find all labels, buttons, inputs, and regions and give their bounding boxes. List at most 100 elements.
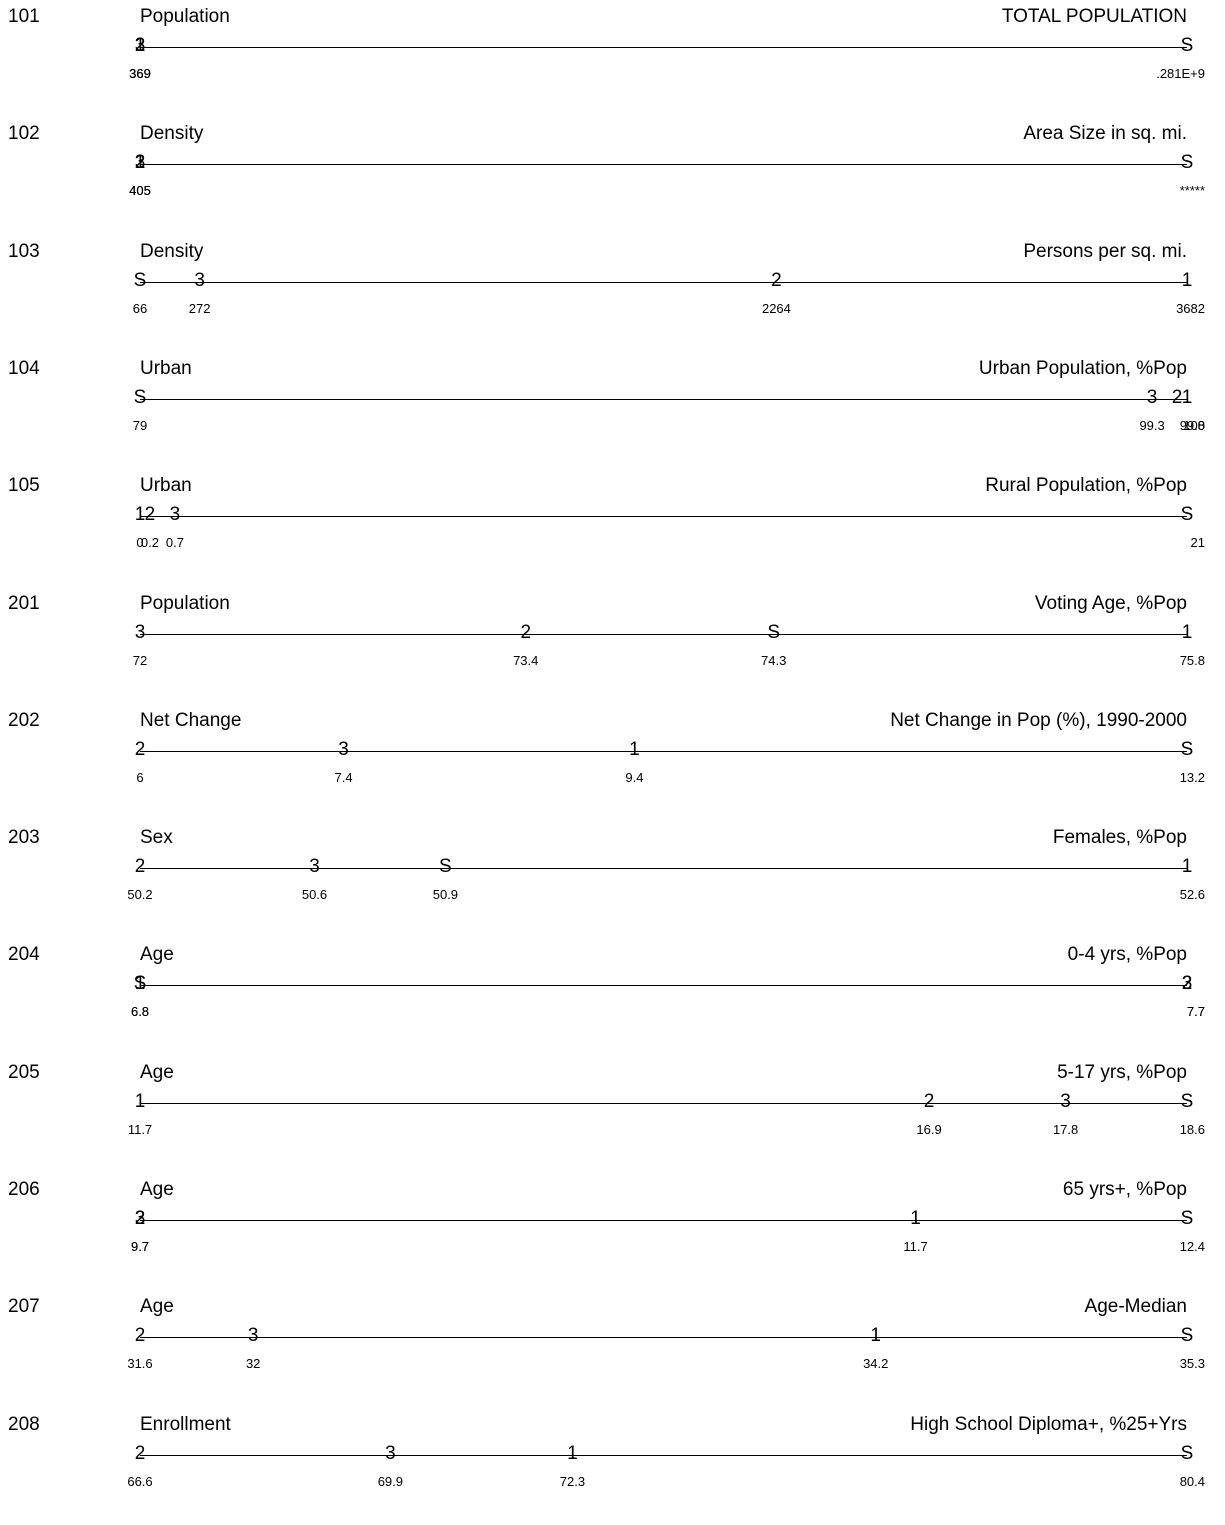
point-value-label: 100	[1183, 417, 1205, 433]
point-value-label: 369	[129, 66, 151, 81]
point-value-label: 80.4	[1179, 1473, 1205, 1489]
point-marker: S	[1180, 1442, 1194, 1464]
point-marker: 2	[134, 738, 146, 760]
row-axis-line	[140, 633, 1187, 635]
row-variable-label: 5-17 yrs, %Pop	[1057, 1061, 1187, 1083]
point-marker: S	[1180, 152, 1194, 174]
row-code: 207	[8, 1296, 40, 1318]
point-value-label: 2264	[761, 300, 791, 316]
point-marker: 2	[134, 152, 146, 174]
point-marker: S	[1180, 1090, 1194, 1112]
point-marker: 1	[910, 1208, 921, 1229]
row-code: 206	[8, 1179, 40, 1200]
strip-row: 206 Age 65 yrs+, %Pop 2 9.7 3 9.7 1 11.7 S 12.4	[0, 1173, 1225, 1290]
strip-row: 104 Urban Urban Population, %Pop S 79 3 99.3 2 9…	[0, 352, 1225, 469]
row-group-label: Enrollment	[140, 1413, 231, 1435]
point-marker: S	[133, 386, 147, 408]
row-axis-line	[140, 1454, 1187, 1456]
point-marker: 2	[144, 504, 156, 526]
point-marker: 1	[1181, 269, 1193, 291]
point-value-label: 50.2	[127, 887, 153, 903]
point-marker: 2	[134, 1442, 146, 1464]
point-marker: 3	[134, 621, 146, 643]
point-marker: S	[133, 973, 147, 995]
point-value-label: 405	[129, 183, 151, 199]
row-code: 102	[8, 123, 40, 145]
row-variable-label: Net Change in Pop (%), 1990-2000	[890, 709, 1187, 731]
point-marker: 1	[1181, 621, 1193, 643]
point-marker: 3	[134, 1208, 146, 1229]
row-axis-line	[140, 985, 1187, 987]
row-code: 202	[8, 709, 40, 731]
point-value-label: 7.7	[1186, 1004, 1205, 1020]
strip-row: 207 Age Age-Median 2 31.6 3 32 1 34.2 S 35.3	[0, 1290, 1225, 1407]
row-group-label: Age	[140, 944, 174, 966]
point-value-label: 73.4	[513, 652, 539, 668]
point-marker: S	[439, 856, 452, 878]
row-variable-label: Area Size in sq. mi.	[1023, 123, 1187, 145]
point-value-label: 99.3	[1139, 417, 1165, 433]
point-marker: 1	[1181, 386, 1193, 408]
strip-row: 101 Population TOTAL POPULATION 2 369 1 369 3 36…	[0, 0, 1225, 117]
row-code: 205	[8, 1061, 40, 1083]
point-marker: 3	[1181, 973, 1193, 995]
row-group-label: Age	[140, 1061, 174, 1083]
point-marker: 3	[247, 1325, 259, 1347]
point-value-label: 6.8	[130, 1004, 150, 1020]
row-axis-line	[140, 750, 1187, 752]
point-value-label: 0	[136, 535, 144, 551]
row-axis-line	[140, 1337, 1187, 1339]
row-code: 208	[8, 1413, 40, 1435]
point-value-label: 18.6	[1179, 1121, 1205, 1137]
row-axis-line	[140, 868, 1187, 870]
row-variable-label: Urban Population, %Pop	[978, 357, 1187, 379]
row-code: 201	[8, 592, 40, 614]
point-marker: 2	[520, 621, 532, 643]
point-value-label: 31.6	[127, 1356, 153, 1372]
row-group-label: Age	[140, 1179, 174, 1200]
strip-row: 201 Population Voting Age, %Pop 3 72 2 73.4 S 74…	[0, 587, 1225, 704]
point-value-label: 17.8	[1052, 1121, 1079, 1137]
point-marker: 1	[567, 1442, 578, 1464]
point-marker: S	[767, 621, 781, 643]
row-group-label: Urban	[140, 475, 192, 497]
point-marker: 1	[870, 1325, 882, 1347]
point-value-label: 99.8	[1179, 417, 1205, 433]
row-group-label: Sex	[140, 827, 173, 849]
point-marker: S	[1180, 738, 1194, 760]
point-marker: 3	[1146, 386, 1158, 408]
row-variable-label: Females, %Pop	[1052, 827, 1187, 849]
point-marker: S	[1180, 35, 1194, 56]
row-variable-label: Rural Population, %Pop	[985, 475, 1187, 497]
point-value-label: 66.6	[127, 1473, 153, 1489]
point-value-label: 7.7	[1186, 1004, 1205, 1020]
point-value-label: 6	[136, 769, 144, 785]
row-variable-label: Persons per sq. mi.	[1023, 240, 1187, 262]
row-code: 103	[8, 240, 40, 262]
point-value-label: 12.4	[1179, 1239, 1205, 1254]
point-marker: 2	[134, 35, 146, 56]
row-code: 101	[8, 6, 40, 27]
point-marker: 2	[1171, 386, 1183, 408]
point-marker: 3	[134, 35, 146, 56]
point-marker: 2	[134, 1208, 146, 1229]
strip-row: 102 Density Area Size in sq. mi. 1 405 2 405 3 4…	[0, 117, 1225, 234]
point-value-label: 9.4	[625, 769, 644, 785]
point-value-label: 69.9	[377, 1473, 404, 1489]
strip-row: 208 Enrollment High School Diploma+, %25+Y…	[0, 1408, 1225, 1525]
point-marker: 2	[923, 1090, 935, 1112]
point-value-label: 6.8	[130, 1004, 150, 1020]
point-marker: 2	[771, 269, 782, 291]
point-value-label: 11.7	[127, 1121, 153, 1137]
row-variable-label: TOTAL POPULATION	[1001, 6, 1187, 27]
row-variable-label: Voting Age, %Pop	[1034, 592, 1187, 614]
point-marker: 3	[1060, 1090, 1071, 1112]
point-value-label: 9.7	[130, 1239, 150, 1254]
point-marker: 1	[629, 738, 640, 760]
row-axis-line	[140, 47, 1187, 48]
point-value-label: 369	[129, 66, 151, 81]
row-variable-label: Age-Median	[1084, 1296, 1187, 1318]
row-code: 104	[8, 357, 40, 379]
point-value-label: 405	[129, 183, 151, 199]
row-group-label: Age	[140, 1296, 174, 1318]
